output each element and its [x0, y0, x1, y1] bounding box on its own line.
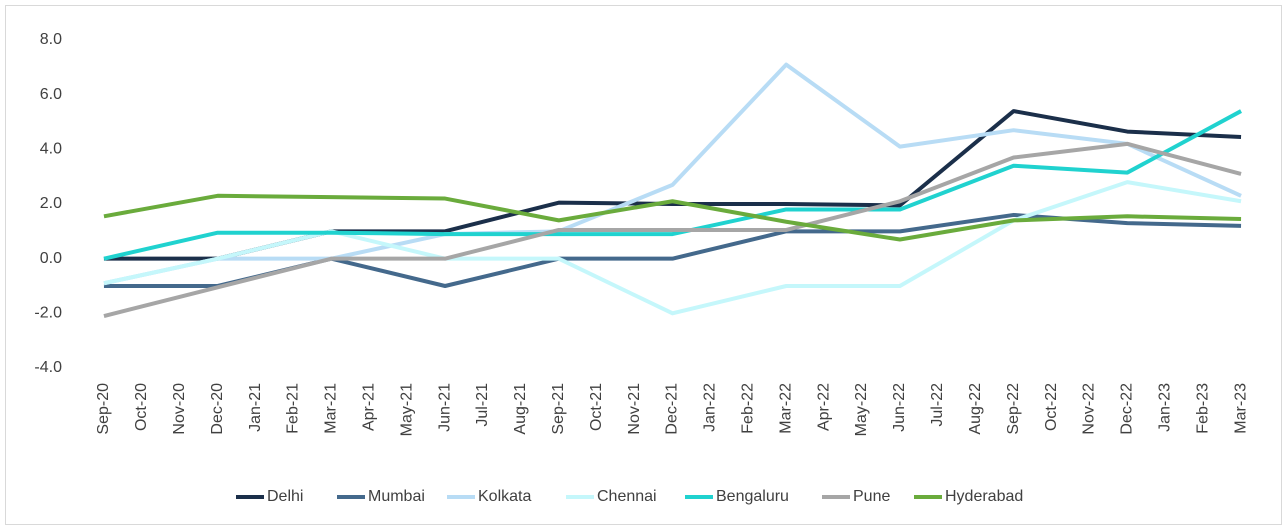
legend-label: Mumbai [368, 488, 425, 505]
x-tick-label: Apr-21 [360, 383, 377, 431]
x-tick-label: Mar-22 [777, 383, 794, 434]
x-tick-label: Apr-22 [815, 383, 832, 431]
legend-label: Pune [853, 488, 890, 505]
chart-border [5, 5, 1282, 525]
x-tick-label: Oct-21 [588, 383, 605, 431]
x-tick-label: Nov-22 [1081, 383, 1098, 435]
x-tick-label: Nov-21 [626, 383, 643, 435]
legend-label: Hyderabad [945, 488, 1023, 505]
x-tick-label: Sep-21 [550, 383, 567, 435]
y-tick-label: 0.0 [40, 250, 62, 267]
x-tick-label: Jan-22 [702, 383, 719, 432]
line-series [103, 180, 1242, 316]
x-tick-label: Oct-20 [133, 383, 150, 431]
x-tick-label: Jul-21 [474, 383, 491, 427]
x-tick-label: Aug-21 [512, 383, 529, 435]
x-tick-label: Mar-21 [323, 383, 340, 434]
legend-label: Delhi [267, 488, 303, 505]
x-tick-label: Sep-22 [1005, 383, 1022, 435]
x-tick-label: Dec-21 [664, 383, 681, 435]
x-tick-label: May-22 [853, 383, 870, 436]
x-tick-label: Jul-22 [929, 383, 946, 427]
y-tick-label: 2.0 [40, 195, 62, 212]
line-series [103, 141, 1242, 319]
y-tick-label: 6.0 [40, 86, 62, 103]
x-tick-label: Jan-21 [247, 383, 264, 432]
line-series [103, 193, 1242, 242]
x-tick-label: May-21 [398, 383, 415, 436]
x-tick-label: Mar-23 [1232, 383, 1249, 434]
line-series [103, 109, 1243, 261]
x-tick-label: Jan-23 [1156, 383, 1173, 432]
x-tick-label: Jun-21 [436, 383, 453, 432]
line-series [103, 62, 1242, 286]
x-tick-label: Dec-22 [1119, 383, 1136, 435]
y-tick-label: 4.0 [40, 141, 62, 158]
x-tick-label: Dec-20 [209, 383, 226, 435]
x-tick-label: Oct-22 [1043, 383, 1060, 431]
x-tick-label: Nov-20 [171, 383, 188, 435]
x-tick-label: Feb-23 [1194, 383, 1211, 434]
y-tick-label: 8.0 [40, 31, 62, 48]
y-tick-label: -2.0 [34, 305, 62, 322]
x-tick-label: Feb-21 [285, 383, 302, 434]
legend-label: Bengaluru [716, 488, 789, 505]
x-tick-label: Feb-22 [740, 383, 757, 434]
legend-label: Kolkata [478, 488, 531, 505]
legend-label: Chennai [597, 488, 657, 505]
x-tick-label: Sep-20 [95, 383, 112, 435]
y-tick-label: -4.0 [34, 359, 62, 376]
x-tick-label: Aug-22 [967, 383, 984, 435]
x-tick-label: Jun-22 [891, 383, 908, 432]
